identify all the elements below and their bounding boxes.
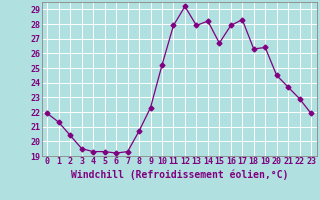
X-axis label: Windchill (Refroidissement éolien,°C): Windchill (Refroidissement éolien,°C)	[70, 169, 288, 180]
